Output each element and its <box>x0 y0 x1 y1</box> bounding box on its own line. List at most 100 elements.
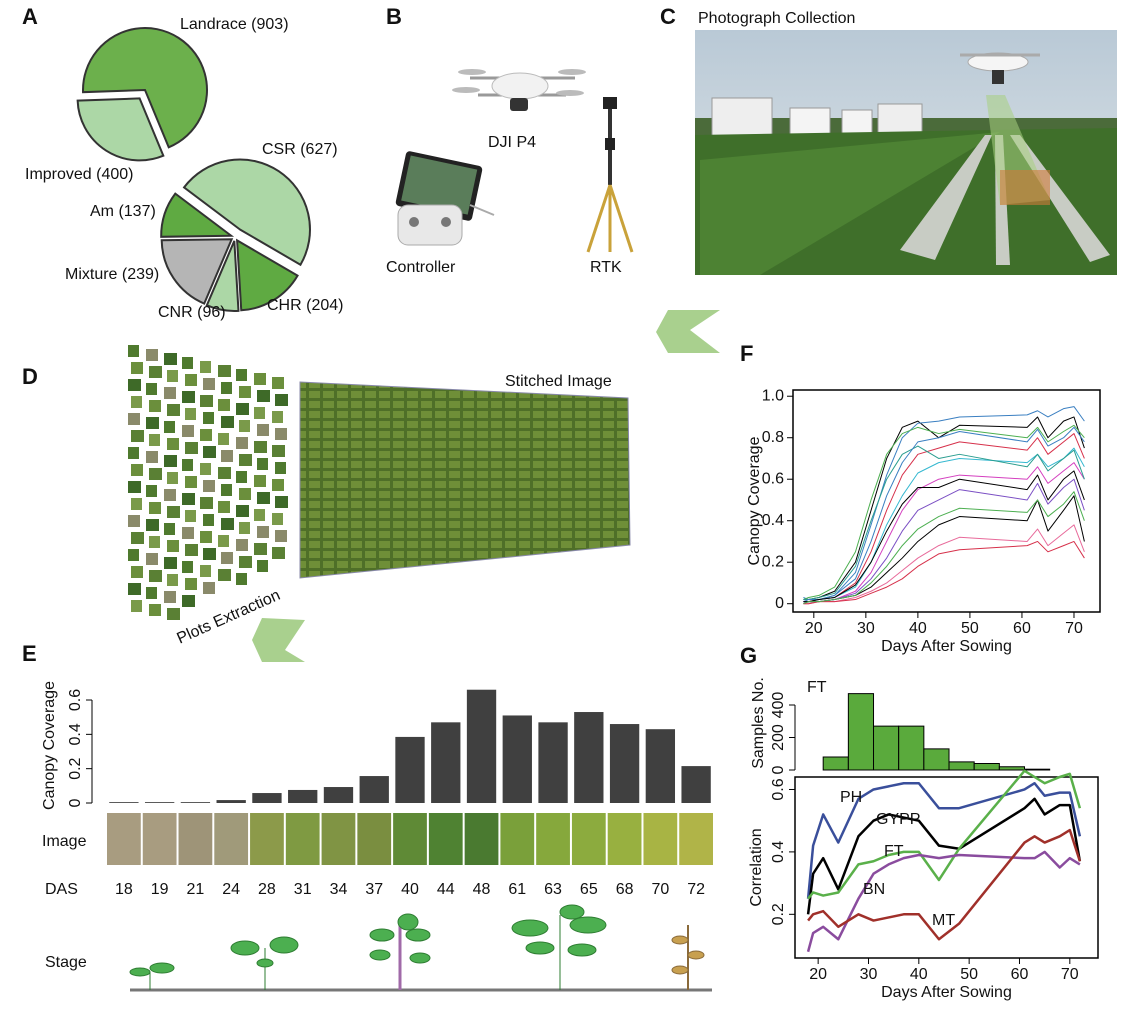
plot-thumbnail <box>239 420 250 432</box>
x-tick-label: 24 <box>222 881 240 898</box>
series-line <box>803 426 1085 603</box>
plot-thumbnail <box>257 458 268 470</box>
x-tick-label: 48 <box>473 881 491 898</box>
plot-thumbnail <box>254 543 267 555</box>
bar <box>109 802 139 803</box>
bar <box>395 736 425 803</box>
x-tick-label: 60 <box>1013 620 1031 637</box>
plot-thumbnail <box>131 600 142 612</box>
plot-thumbnail <box>203 446 216 458</box>
plot-thumbnail <box>164 523 175 535</box>
stitched-image <box>299 381 631 579</box>
plot-thumbnail <box>146 349 158 361</box>
x-tick-label: 21 <box>187 881 205 898</box>
plot-thumbnail <box>131 532 144 544</box>
y-tick-label: 0.6 <box>67 689 84 711</box>
plot-frame <box>794 776 1099 959</box>
histogram-bar <box>847 693 875 771</box>
charts: Landrace (903) Improved (400) CSR (627) CHR… <box>25 16 1101 1001</box>
plot-thumbnail <box>146 451 158 463</box>
plot-thumbnail <box>203 548 216 560</box>
x-tick-label: 50 <box>961 620 979 637</box>
series-line <box>803 491 1085 605</box>
photo-title: Photograph Collection <box>698 10 855 27</box>
x-tick-label: 63 <box>544 881 562 898</box>
plot-image <box>178 813 213 865</box>
stage-plants <box>129 904 705 990</box>
plot-thumbnail <box>218 569 231 581</box>
field-photo <box>695 30 1117 275</box>
rtk-label: RTK <box>590 259 622 276</box>
panel-label: G <box>740 643 757 668</box>
series-line <box>803 406 1085 601</box>
plot-thumbnail <box>221 416 234 428</box>
plot-thumbnail <box>185 408 196 420</box>
plot-thumbnail <box>272 377 284 389</box>
y-axis-label: Samples No. <box>750 677 767 769</box>
plot-frame <box>792 389 1101 613</box>
plot-thumbnail <box>185 578 197 590</box>
series-label: PH <box>840 789 862 806</box>
plot-thumbnail <box>221 450 233 462</box>
plot-thumbnail <box>200 361 211 373</box>
plot-thumbnail <box>164 557 177 569</box>
x-tick-label: 31 <box>294 881 312 898</box>
plot-thumbnail <box>200 429 212 441</box>
plot-thumbnail <box>272 479 284 491</box>
plot-thumbnail <box>257 560 268 572</box>
plot-thumbnail <box>236 539 248 551</box>
plot-thumbnail <box>239 454 252 466</box>
x-tick-label: 40 <box>401 881 419 898</box>
plot-thumbnail <box>272 547 285 559</box>
plot-thumbnail <box>236 471 247 483</box>
histogram-bar <box>998 766 1026 771</box>
plot-thumbnail <box>257 526 269 538</box>
x-tick-label: 20 <box>809 966 827 983</box>
panel-label: D <box>22 364 38 389</box>
plot-thumbnail <box>185 374 197 386</box>
bar <box>359 776 389 803</box>
plot-thumbnail <box>167 506 180 518</box>
plot-thumbnail <box>146 383 157 395</box>
plot-thumbnail <box>182 357 193 369</box>
plot-thumbnail <box>221 552 233 564</box>
plot-image <box>571 813 606 865</box>
plot-thumbnail <box>257 492 270 504</box>
plot-image <box>357 813 392 865</box>
x-tick-label: 34 <box>330 881 348 898</box>
y-tick-label: 0.4 <box>770 841 787 863</box>
plot-thumbnail <box>239 522 250 534</box>
series-line <box>803 445 1085 601</box>
plot-thumbnail <box>149 570 162 582</box>
x-tick-label: 40 <box>909 620 927 637</box>
plot-thumbnail <box>272 513 283 525</box>
slice-label: CHR (204) <box>267 297 343 314</box>
y-tick-label: 0.4 <box>762 512 784 529</box>
y-tick-label: 1.0 <box>762 387 784 404</box>
series-line <box>803 424 1085 601</box>
plot-thumbnail <box>167 540 179 552</box>
plot-image <box>214 813 249 865</box>
plot-thumbnail <box>254 441 267 453</box>
plot-thumbnail <box>257 424 269 436</box>
bar <box>180 802 211 803</box>
series-line <box>803 462 1085 603</box>
x-tick-label: 70 <box>651 881 669 898</box>
slice-label: CNR (96) <box>158 304 226 321</box>
y-tick-label: 0.2 <box>762 553 784 570</box>
plot-thumbnail <box>236 573 247 585</box>
plot-thumbnail <box>131 464 143 476</box>
pie-slice <box>76 97 165 162</box>
plot-thumbnail <box>185 476 197 488</box>
histogram-bar <box>923 748 950 771</box>
panel-label: F <box>740 341 753 366</box>
plot-thumbnail <box>128 515 140 527</box>
slice-label: Improved (400) <box>25 166 134 183</box>
plot-thumbnail <box>203 412 214 424</box>
y-tick-label: 0.4 <box>67 723 84 745</box>
histogram-bar <box>948 761 975 771</box>
series-label: GYPP <box>876 811 920 828</box>
pie-slice <box>235 238 299 312</box>
plot-thumbnail <box>254 407 265 419</box>
